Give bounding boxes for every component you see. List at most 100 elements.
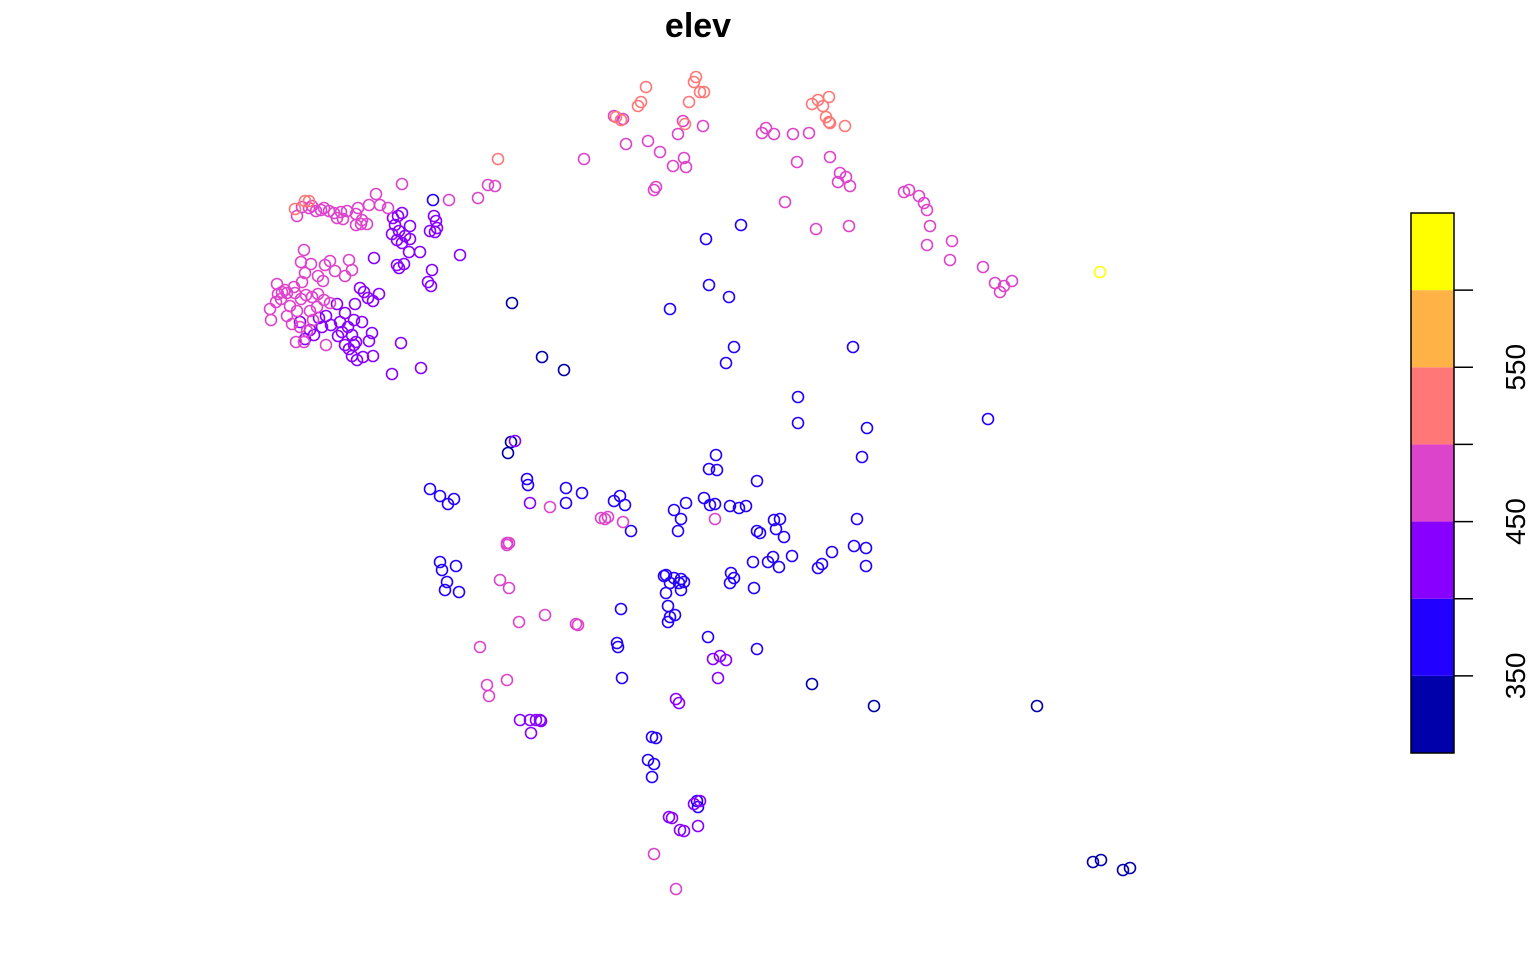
data-point [336,212,350,226]
data-point [520,472,534,486]
data-point [750,474,764,488]
data-point [676,114,690,128]
data-point [385,367,399,381]
data-point [598,512,612,526]
data-point [1030,699,1044,713]
data-point [641,134,655,148]
data-point [424,279,438,293]
data-point [275,285,289,299]
data-point [438,583,452,597]
data-point [691,819,705,833]
data-point [491,152,505,166]
data-point [677,824,691,838]
data-point [677,151,691,165]
data-point [453,248,467,262]
data-point [473,640,487,654]
data-point [665,811,679,825]
data-point [310,300,324,314]
data-point [1094,853,1108,867]
data-point [323,254,337,268]
data-point [306,313,320,327]
data-point [616,515,630,529]
data-point [671,127,685,141]
data-point [319,309,333,323]
data-point [381,201,395,215]
data-point [823,150,837,164]
data-point [543,500,557,514]
data-point [297,335,311,349]
data-point [759,121,773,135]
data-point [263,302,277,316]
data-point [305,290,319,304]
data-point [867,699,881,713]
data-point [447,492,461,506]
data-point [671,524,685,538]
data-point [614,602,628,616]
data-point [802,126,816,140]
data-point [372,287,386,301]
data-point [505,296,519,310]
data-point [902,183,916,197]
data-point [433,489,447,503]
data-point [302,201,316,215]
data-point [493,573,507,587]
data-point [825,545,839,559]
data-point [785,549,799,563]
data-point [786,127,800,141]
data-point [747,581,761,595]
data-point [669,882,683,896]
data-point [533,713,547,727]
color-legend: 350 450 550 [1410,212,1531,754]
data-point [559,481,573,495]
data-point [500,673,514,687]
data-point [481,178,495,192]
data-point [677,575,691,589]
data-point [850,512,864,526]
data-point [727,340,741,354]
data-point [278,283,292,297]
data-point [790,155,804,169]
data-point [860,421,874,435]
data-point [723,499,737,513]
data-point [395,206,409,220]
data-point [672,696,686,710]
data-point [666,159,680,173]
data-point [1123,861,1137,875]
data-point [297,243,311,257]
data-point [349,218,363,232]
data-point [699,232,713,246]
data-point [440,575,454,589]
data-point [739,499,753,513]
data-point [403,232,417,246]
data-point [394,336,408,350]
data-point [777,530,791,544]
data-point [365,326,379,340]
data-point [534,714,548,728]
data-point [703,498,717,512]
data-point [645,770,659,784]
data-point [338,269,352,283]
data-point [1093,265,1107,279]
data-point [674,572,688,586]
legend-color-swatch [1411,290,1454,368]
data-point [805,677,819,691]
legend-frame [1410,212,1455,754]
data-point [369,187,383,201]
legend-tick-label: 450 [1500,498,1531,545]
data-point [529,713,543,727]
data-point [693,85,707,99]
data-point [362,334,376,348]
data-point [653,145,667,159]
data-point [331,329,345,343]
data-point [859,559,873,573]
data-point [502,581,516,595]
data-point [538,608,552,622]
data-point [513,713,527,727]
data-point [535,350,549,364]
data-point [480,678,494,692]
data-point [362,198,376,212]
chart-title: elev [665,7,731,45]
data-point [693,794,707,808]
data-point [601,510,615,524]
data-point [433,555,447,569]
